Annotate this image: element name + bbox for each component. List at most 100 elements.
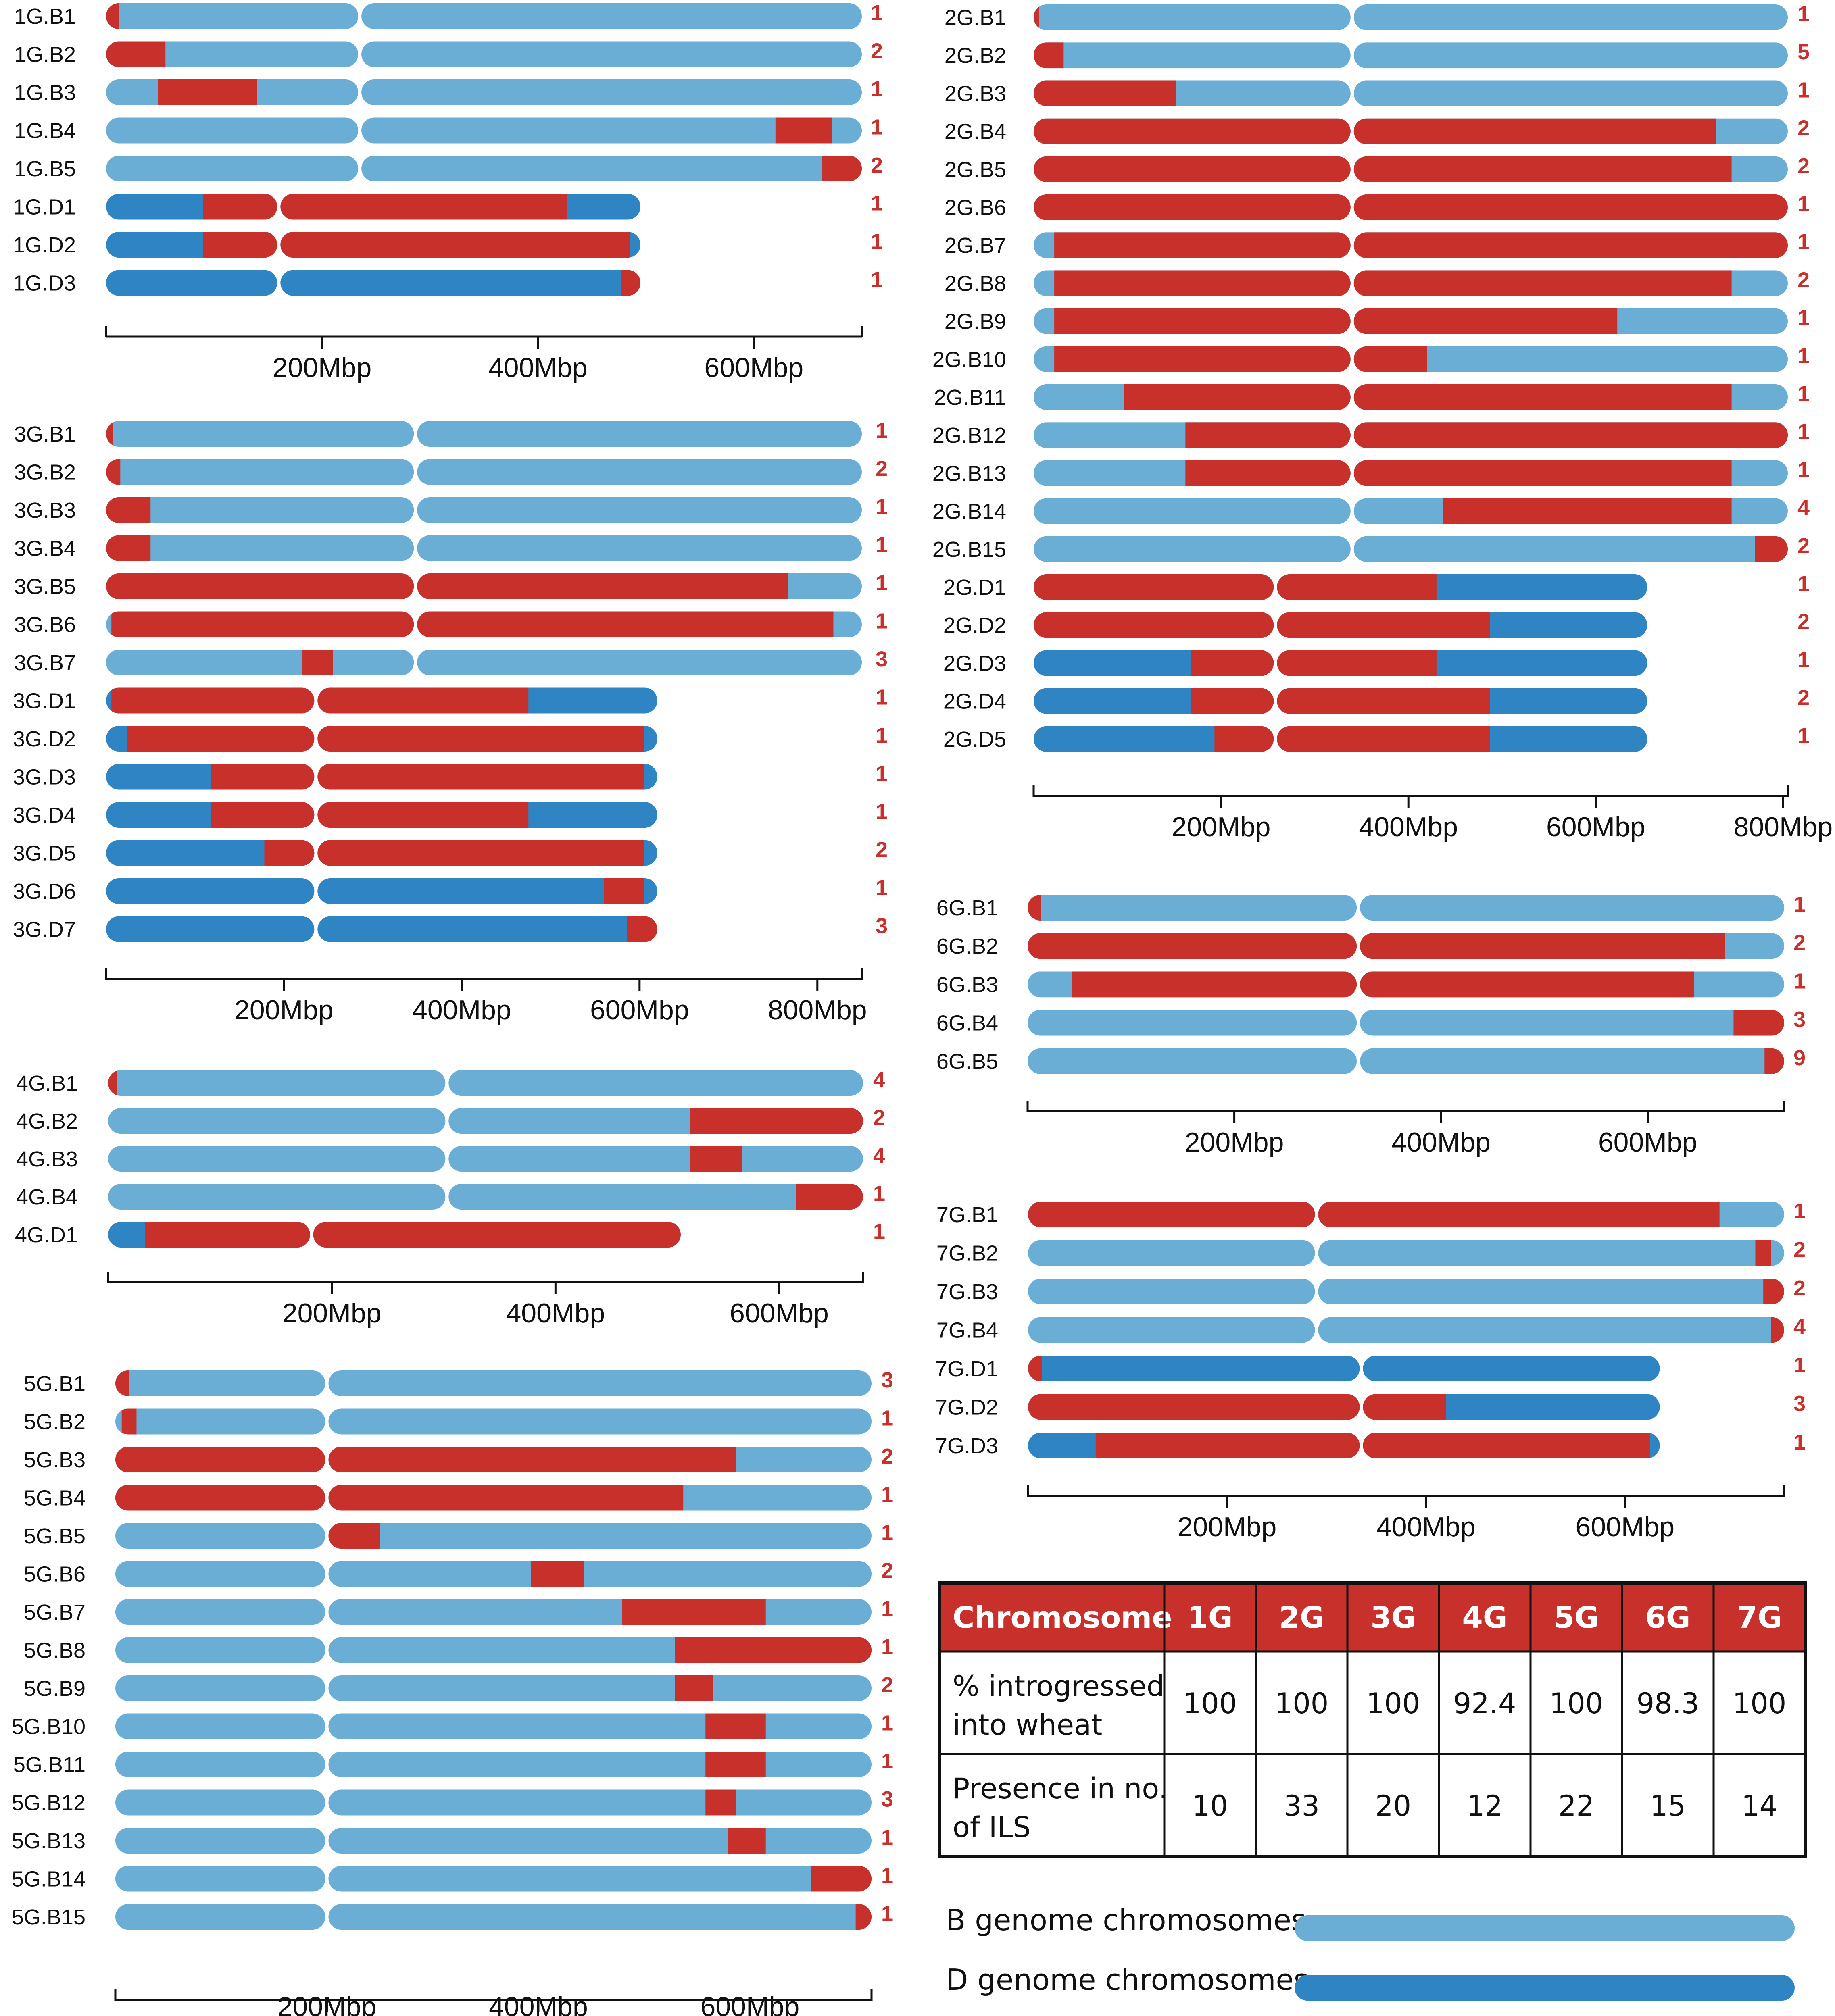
introgression-segment bbox=[106, 497, 151, 523]
introgression-segment bbox=[111, 687, 529, 714]
chromosome-label: 7G.D2 bbox=[935, 1395, 998, 1420]
chromosome-label: 4G.B3 bbox=[16, 1147, 78, 1171]
introgression-segment bbox=[121, 1408, 137, 1435]
b-genome-segment bbox=[1034, 42, 1788, 69]
introgression-segment bbox=[705, 1789, 736, 1816]
chromosome-row: 5G.B2 1 bbox=[24, 1406, 893, 1435]
panel-1g: 1G.B1 11G.B2 21G.B3 11G.B4 11G.B5 21G.D1 11G.D… bbox=[13, 1, 883, 383]
chromosome-bar bbox=[106, 687, 657, 714]
chromosome-label: 5G.B12 bbox=[12, 1791, 85, 1815]
chromosome-label: 3G.D2 bbox=[13, 727, 76, 751]
legend-swatch bbox=[1295, 1975, 1795, 2001]
introgression-segment bbox=[627, 916, 657, 942]
x-axis: 200Mbp 400Mbp 600Mbp bbox=[114, 1989, 873, 2016]
d-genome-segment bbox=[106, 916, 657, 942]
chromosome-label: 5G.B14 bbox=[12, 1867, 85, 1891]
x-axis: 200Mbp 400Mbp 600Mbp bbox=[105, 326, 863, 383]
chromosome-row: 3G.B3 1 bbox=[14, 495, 888, 523]
introgression-segment bbox=[1028, 895, 1041, 921]
chromosome-row: 4G.B3 4 bbox=[16, 1143, 885, 1172]
b-genome-segment bbox=[115, 1523, 872, 1549]
chromosome-row: 2G.D1 1 bbox=[943, 572, 1810, 600]
chromosome-label: 2G.D3 bbox=[943, 651, 1006, 675]
x-tick-label: 800Mbp bbox=[1734, 812, 1833, 842]
chromosome-label: 2G.B1 bbox=[945, 6, 1006, 30]
chromosome-row: 3G.B4 1 bbox=[14, 533, 888, 561]
b-genome-segment bbox=[106, 535, 862, 561]
chromosome-bar bbox=[1028, 1356, 1660, 1381]
chromosome-row: 2G.B10 1 bbox=[932, 344, 1810, 372]
introgression-segment bbox=[1034, 612, 1490, 638]
ils-count: 1 bbox=[876, 800, 888, 824]
ils-count: 1 bbox=[871, 77, 883, 101]
chromosome-bar bbox=[106, 3, 862, 29]
introgression-segment bbox=[1034, 118, 1716, 144]
chromosome-label: 3G.D3 bbox=[13, 765, 76, 789]
introgression-segment bbox=[621, 270, 641, 296]
chromosome-bar bbox=[1034, 232, 1788, 258]
ils-count: 1 bbox=[881, 1597, 893, 1621]
b-genome-segment bbox=[106, 459, 862, 485]
b-genome-segment bbox=[108, 1146, 863, 1172]
ils-count: 5 bbox=[1797, 40, 1810, 64]
table-header-cell: 2G bbox=[1279, 1600, 1324, 1635]
chromosome-row: 3G.D3 1 bbox=[13, 762, 888, 790]
chromosome-bar bbox=[1028, 1279, 1784, 1304]
chromosome-label: 5G.B10 bbox=[12, 1715, 85, 1739]
chromosome-label: 2G.B15 bbox=[932, 537, 1006, 562]
chromosome-bar bbox=[106, 194, 641, 220]
chromosome-bar bbox=[106, 156, 862, 181]
chromosome-bar bbox=[1034, 498, 1788, 524]
ils-count: 1 bbox=[1797, 344, 1810, 368]
introgression-segment bbox=[203, 232, 630, 258]
introgression-segment bbox=[1124, 384, 1732, 410]
ils-count: 1 bbox=[1793, 1353, 1806, 1377]
b-genome-segment bbox=[115, 1370, 872, 1396]
chromosome-label: 2G.B2 bbox=[945, 44, 1006, 68]
ils-count: 1 bbox=[1797, 192, 1810, 216]
chromosome-bar bbox=[115, 1523, 872, 1549]
chromosome-row: 1G.D2 1 bbox=[13, 229, 883, 258]
chromosome-bar bbox=[115, 1561, 872, 1587]
ils-count: 1 bbox=[1797, 230, 1810, 254]
chromosome-label: 5G.B1 bbox=[24, 1372, 85, 1396]
ils-count: 1 bbox=[876, 876, 888, 900]
genome-legend: B genome chromosomes D genome chromosomes bbox=[946, 1903, 1795, 2001]
chromosome-bar bbox=[108, 1146, 863, 1172]
chromosome-row: 2G.B5 2 bbox=[945, 154, 1810, 182]
introgression-segment bbox=[1028, 1202, 1720, 1227]
chromosome-bar bbox=[1034, 422, 1788, 448]
chromosome-label: 7G.B3 bbox=[936, 1280, 998, 1304]
b-genome-segment bbox=[108, 1184, 863, 1210]
table-cell: 15 bbox=[1650, 1789, 1686, 1822]
ils-count: 1 bbox=[881, 1864, 893, 1888]
table-cell: 100 bbox=[1366, 1687, 1420, 1720]
chromosome-bar bbox=[106, 650, 862, 675]
b-genome-segment bbox=[108, 1070, 863, 1096]
introgression-segment bbox=[111, 611, 834, 637]
introgression-segment bbox=[127, 726, 644, 752]
chromosome-row: 2G.B15 2 bbox=[932, 534, 1810, 562]
b-genome-segment bbox=[106, 156, 862, 181]
ils-count: 1 bbox=[1797, 572, 1810, 596]
ils-count: 2 bbox=[1797, 534, 1810, 558]
chromosome-row: 6G.B4 3 bbox=[936, 1008, 1806, 1036]
chromosome-bar bbox=[1028, 1394, 1660, 1420]
chromosome-label: 2G.B5 bbox=[945, 158, 1006, 182]
chromosome-row: 5G.B7 1 bbox=[24, 1597, 893, 1625]
chromosome-row: 3G.B7 3 bbox=[14, 647, 888, 675]
ils-count: 1 bbox=[881, 1749, 893, 1773]
ils-count: 1 bbox=[881, 1483, 893, 1507]
chromosome-bar bbox=[1034, 194, 1788, 220]
chromosome-label: 2G.D4 bbox=[943, 689, 1006, 714]
introgression-segment bbox=[1771, 1317, 1784, 1343]
ils-count: 1 bbox=[1793, 1199, 1806, 1223]
chromosome-bar bbox=[106, 764, 657, 790]
chromosome-bar bbox=[1028, 1010, 1784, 1036]
table-cell: 12 bbox=[1467, 1789, 1503, 1822]
table-header-cell: 1G bbox=[1187, 1600, 1232, 1635]
chromosome-row: 2G.B13 1 bbox=[932, 458, 1810, 486]
table-cell: 14 bbox=[1741, 1789, 1777, 1822]
chromosome-bar bbox=[108, 1070, 863, 1096]
introgression-segment bbox=[531, 1561, 584, 1587]
